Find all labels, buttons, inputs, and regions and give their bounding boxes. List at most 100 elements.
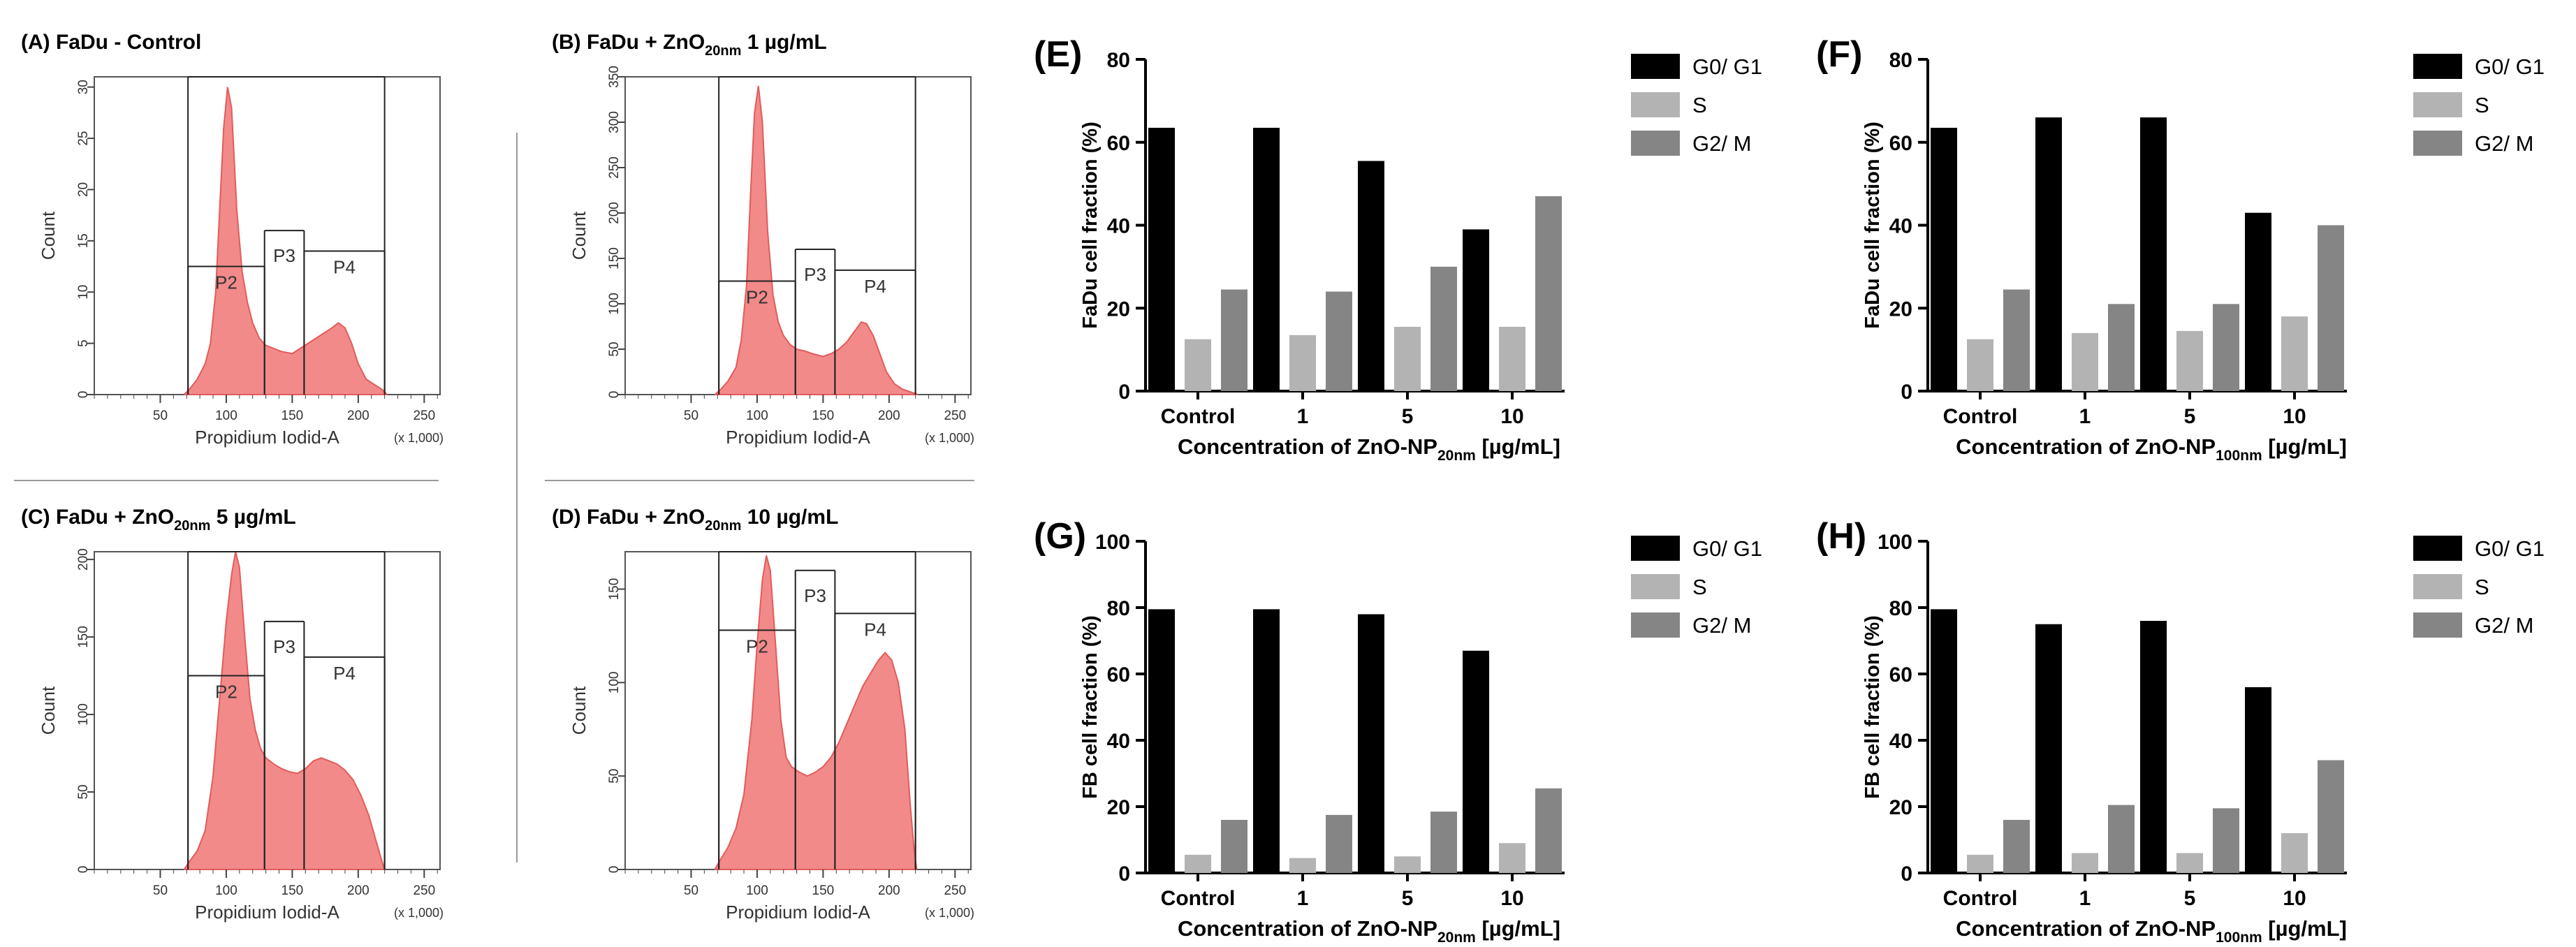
y-tick-label: 30 [76, 80, 91, 94]
x-axis-label: Propidium Iodid-A [726, 427, 870, 448]
histogram-area [714, 555, 918, 870]
bar-g0g1-1 [2035, 117, 2062, 391]
bar-g2m-3 [1535, 196, 1562, 391]
bar-s-3 [2281, 833, 2308, 873]
y-tick-label: 50 [607, 769, 622, 784]
x-tick-label: 250 [944, 409, 966, 423]
bar-g2m-2 [1430, 266, 1457, 391]
y-axis-label: FB cell fraction (%) [1861, 615, 1884, 799]
legend-label: G2/ M [1692, 131, 1751, 156]
bar-g0g1-0 [1148, 127, 1175, 391]
x-tick-label: 50 [684, 409, 698, 423]
legend-swatch [1631, 54, 1680, 79]
bar-g0g1-2 [2140, 621, 2167, 873]
bar-s-0 [1967, 339, 1993, 391]
bar-g2m-3 [2318, 760, 2344, 873]
plot-frame [624, 76, 972, 395]
y-tick-label: 50 [607, 342, 622, 356]
x-tick-label: 50 [153, 409, 168, 423]
y-tick-label: 20 [1889, 796, 1912, 819]
histogram-panel-D: (D) FaDu + ZnO20nm 10 µg/mL P2 P3 P4 50 100 15… [552, 506, 974, 923]
x-tick-label: 150 [812, 409, 835, 423]
x-tick-label: 50 [684, 883, 698, 898]
x-tick-label: Control [1943, 887, 2018, 910]
x-axis-label: Concentration of ZnO-NP100nm [µg/mL] [1956, 434, 2347, 464]
gate-label-p2: P2 [215, 682, 237, 703]
x-axis-label: Concentration of ZnO-NP20nm [µg/mL] [1178, 434, 1560, 464]
legend-swatch [2413, 131, 2462, 156]
gate-label-p3: P3 [804, 585, 826, 606]
bar-s-1 [2072, 853, 2098, 873]
scale-note: (x 1,000) [394, 906, 444, 920]
gate-label-p2: P2 [746, 636, 768, 656]
x-axis-label: Propidium Iodid-A [726, 902, 870, 923]
bar-g0g1-2 [1358, 161, 1384, 391]
panel-letter: (E) [1034, 34, 1082, 75]
bar-s-2 [2176, 330, 2203, 391]
histogram-panel-C: (C) FaDu + ZnO20nm 5 µg/mL P2 P3 P4 50 100 150… [21, 506, 444, 923]
y-tick-label: 300 [607, 111, 622, 133]
bar-g2m-2 [2213, 304, 2239, 391]
gate-label-p4: P4 [333, 663, 356, 684]
bar-g2m-2 [1430, 812, 1457, 873]
y-tick-label: 150 [607, 247, 622, 270]
scale-note: (x 1,000) [925, 906, 974, 920]
bar-s-1 [2072, 332, 2098, 391]
histogram-title: (C) FaDu + ZnO20nm 5 µg/mL [21, 506, 296, 534]
x-tick-label: 200 [878, 883, 900, 898]
y-tick-label: 100 [607, 293, 622, 315]
x-tick-label: 50 [153, 883, 168, 898]
scale-note: (x 1,000) [394, 431, 444, 445]
legend-label: S [2475, 93, 2489, 117]
bar-g2m-0 [1221, 820, 1247, 873]
x-tick-label: 10 [2283, 887, 2306, 910]
legend-label: G2/ M [2475, 131, 2533, 156]
y-tick-label: 150 [76, 626, 91, 648]
x-tick-label: 200 [878, 409, 900, 423]
bar-s-3 [1499, 326, 1525, 391]
gate-label-p2: P2 [215, 272, 237, 293]
y-tick-label: 20 [76, 182, 91, 197]
bar-g2m-0 [2003, 820, 2030, 873]
bar-g0g1-0 [1931, 127, 1957, 391]
bar-s-2 [2176, 853, 2203, 873]
x-tick-label: 1 [2079, 405, 2091, 428]
gate-label-p3: P3 [273, 245, 295, 266]
bar-g0g1-1 [1253, 609, 1280, 873]
y-tick-label: 80 [1889, 597, 1912, 620]
bar-s-3 [1499, 843, 1525, 873]
gate-label-p4: P4 [864, 619, 886, 640]
x-tick-label: 10 [2283, 405, 2306, 428]
y-tick-label: 40 [1889, 215, 1912, 238]
bar-s-0 [1185, 339, 1211, 391]
legend-label: G0/ G1 [2475, 536, 2545, 561]
y-tick-label: 20 [1107, 796, 1130, 819]
legend-label: G0/ G1 [1692, 54, 1762, 79]
x-tick-label: 10 [1500, 887, 1523, 910]
bar-g2m-1 [2108, 805, 2135, 873]
bar-g0g1-1 [1253, 127, 1280, 391]
y-tick-label: 100 [1878, 531, 1912, 554]
gate-label-p4: P4 [864, 276, 886, 297]
y-tick-label: 15 [76, 233, 91, 248]
bar-s-2 [1394, 856, 1421, 873]
panel-letter: (H) [1816, 516, 1866, 557]
x-tick-label: 150 [281, 883, 304, 898]
y-tick-label: 25 [76, 131, 91, 145]
histogram-area [714, 85, 919, 395]
legend-label: S [2475, 575, 2489, 599]
y-tick-label: 0 [1118, 862, 1130, 886]
bar-g0g1-2 [2140, 117, 2167, 391]
legend-swatch [1631, 92, 1680, 117]
y-tick-label: 40 [1107, 215, 1130, 238]
y-tick-label: 80 [1889, 49, 1912, 72]
y-tick-label: 5 [76, 339, 91, 347]
legend-label: G0/ G1 [2475, 54, 2545, 79]
bar-g0g1-3 [1463, 229, 1489, 391]
y-axis-label: Count [38, 686, 59, 735]
bar-panel-g: (G) 0 20 40 60 80 100 FB cell fraction (%) Contr… [1034, 516, 1762, 946]
x-tick-label: 1 [1297, 405, 1309, 428]
y-tick-label: 0 [1901, 381, 1912, 404]
